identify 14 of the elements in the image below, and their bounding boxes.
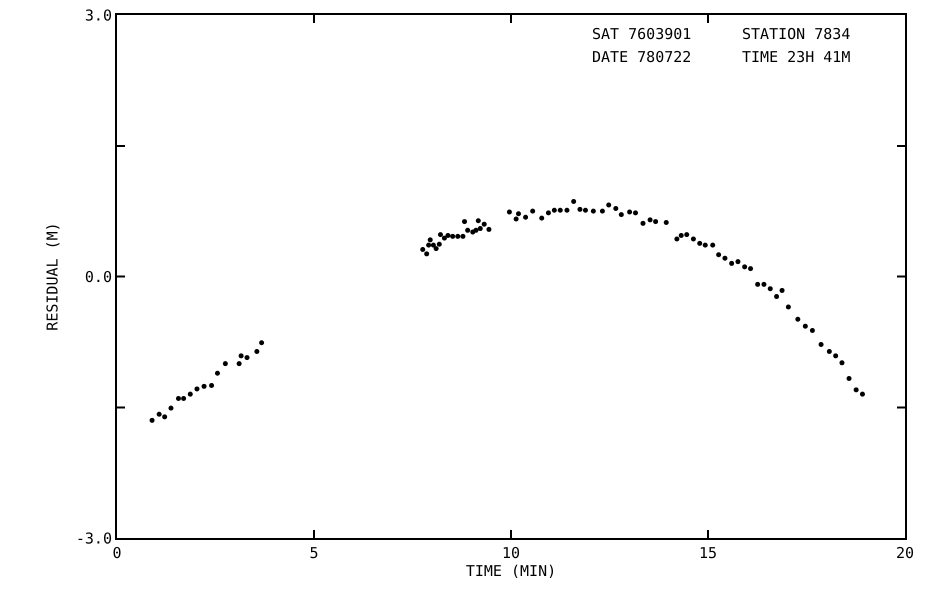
x-tick-label: 0 [112, 544, 122, 562]
annotation: DATE 780722 [592, 48, 692, 66]
x-tick-label: 10 [502, 544, 520, 562]
annotation: STATION 7834 [742, 25, 850, 43]
x-tick-label: 15 [698, 544, 718, 562]
y-tick-label: -3.0 [76, 529, 112, 548]
y-tick-label: 0.0 [84, 268, 112, 286]
x-tick-label: 20 [896, 544, 914, 562]
annotation: TIME 23H 41M [742, 48, 850, 66]
y-tick-label: 3.0 [84, 6, 112, 24]
y-axis-title: RESIDUAL (M) [44, 222, 62, 331]
annotation: SAT 7603901 [592, 25, 692, 43]
x-tick-label: 5 [309, 544, 319, 562]
x-axis-title: TIME (MIN) [466, 562, 556, 580]
